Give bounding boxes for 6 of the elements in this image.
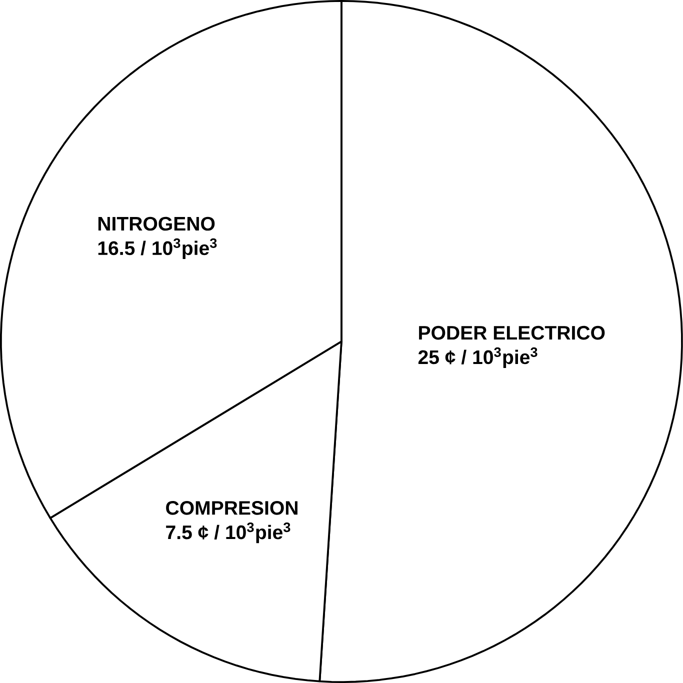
data-label: 7.5 ¢ / 10$^{3}$pie$^{3}$	[166, 522, 290, 544]
slice-label: NITROGENO	[98, 216, 215, 231]
data-label: 16.5 / 10$^{3}$pie$^{3}$	[98, 238, 217, 259]
slice-label: COMPRESION	[166, 501, 298, 515]
slice-label: PODER ELECTRICO	[419, 326, 605, 340]
data-label: 25 ¢ / 10$^{3}$pie$^{3}$	[418, 347, 538, 368]
